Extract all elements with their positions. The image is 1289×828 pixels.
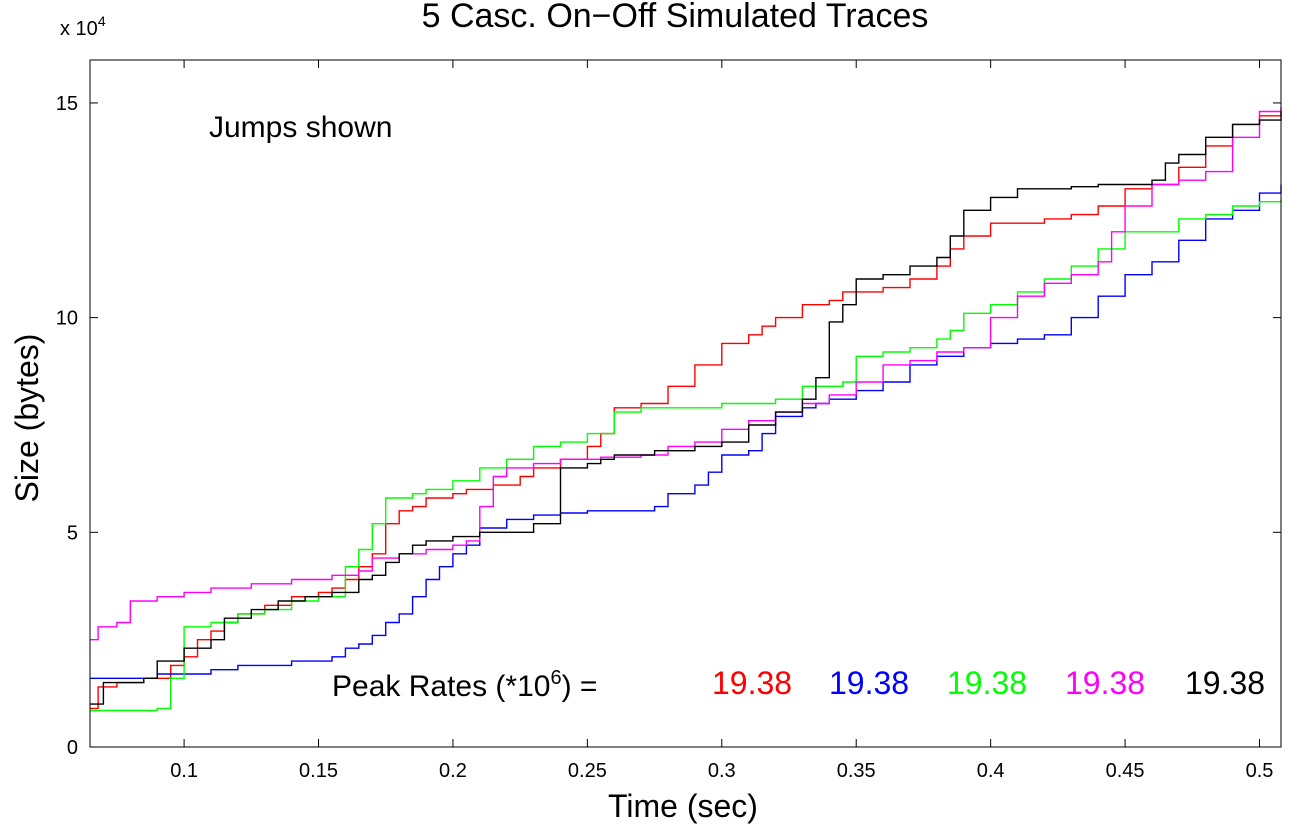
- x-tick-label: 0.2: [439, 760, 467, 782]
- peak-rate-4: 19.38: [1065, 665, 1145, 701]
- series-line-3: [90, 199, 1282, 712]
- y-tick-label: 10: [56, 308, 78, 330]
- peak-rates-suffix: ) =: [562, 670, 598, 703]
- x-axis-label: Time (sec): [608, 788, 758, 824]
- series-line-1: [90, 111, 1282, 710]
- x-tick-label: 0.45: [1106, 760, 1145, 782]
- y-tick-label: 15: [56, 93, 78, 115]
- x-tick-label: 0.5: [1246, 760, 1274, 782]
- y-exponent-power: 4: [98, 13, 106, 29]
- peak-rates-power: 6: [550, 667, 561, 689]
- chart-title: 5 Casc. On−Off Simulated Traces: [422, 0, 929, 35]
- x-tick-label: 0.25: [568, 760, 607, 782]
- y-axis: 0 5 10 15: [56, 93, 1281, 759]
- peak-rates-label: Peak Rates (*106) =: [332, 667, 597, 703]
- x-tick-label: 0.35: [837, 760, 876, 782]
- peak-rates: 19.38 19.38 19.38 19.38 19.38: [712, 665, 1265, 701]
- series-line-5: [90, 111, 1282, 705]
- series-line-4: [90, 107, 1282, 641]
- plot-frame: [89, 59, 1282, 748]
- y-exponent-base: x 10: [60, 18, 98, 40]
- x-tick-label: 0.4: [977, 760, 1005, 782]
- x-tick-label: 0.1: [170, 760, 198, 782]
- x-tick-label: 0.3: [708, 760, 736, 782]
- plot-area: [90, 107, 1282, 712]
- y-tick-label: 5: [67, 522, 78, 544]
- x-axis: 0.1 0.15 0.2 0.25 0.3 0.35 0.4 0.45 0.5: [170, 60, 1273, 782]
- peak-rates-prefix: Peak Rates (*10: [332, 670, 550, 703]
- annotation-jumps-shown: Jumps shown: [209, 111, 392, 144]
- series-line-2: [90, 184, 1282, 679]
- peak-rate-5: 19.38: [1185, 665, 1265, 701]
- y-exponent-label: x 104: [60, 13, 106, 40]
- y-axis-label: Size (bytes): [9, 334, 45, 503]
- peak-rate-2: 19.38: [829, 665, 909, 701]
- y-tick-label: 0: [67, 737, 78, 759]
- x-tick-label: 0.15: [299, 760, 338, 782]
- peak-rate-1: 19.38: [712, 665, 792, 701]
- peak-rate-3: 19.38: [947, 665, 1027, 701]
